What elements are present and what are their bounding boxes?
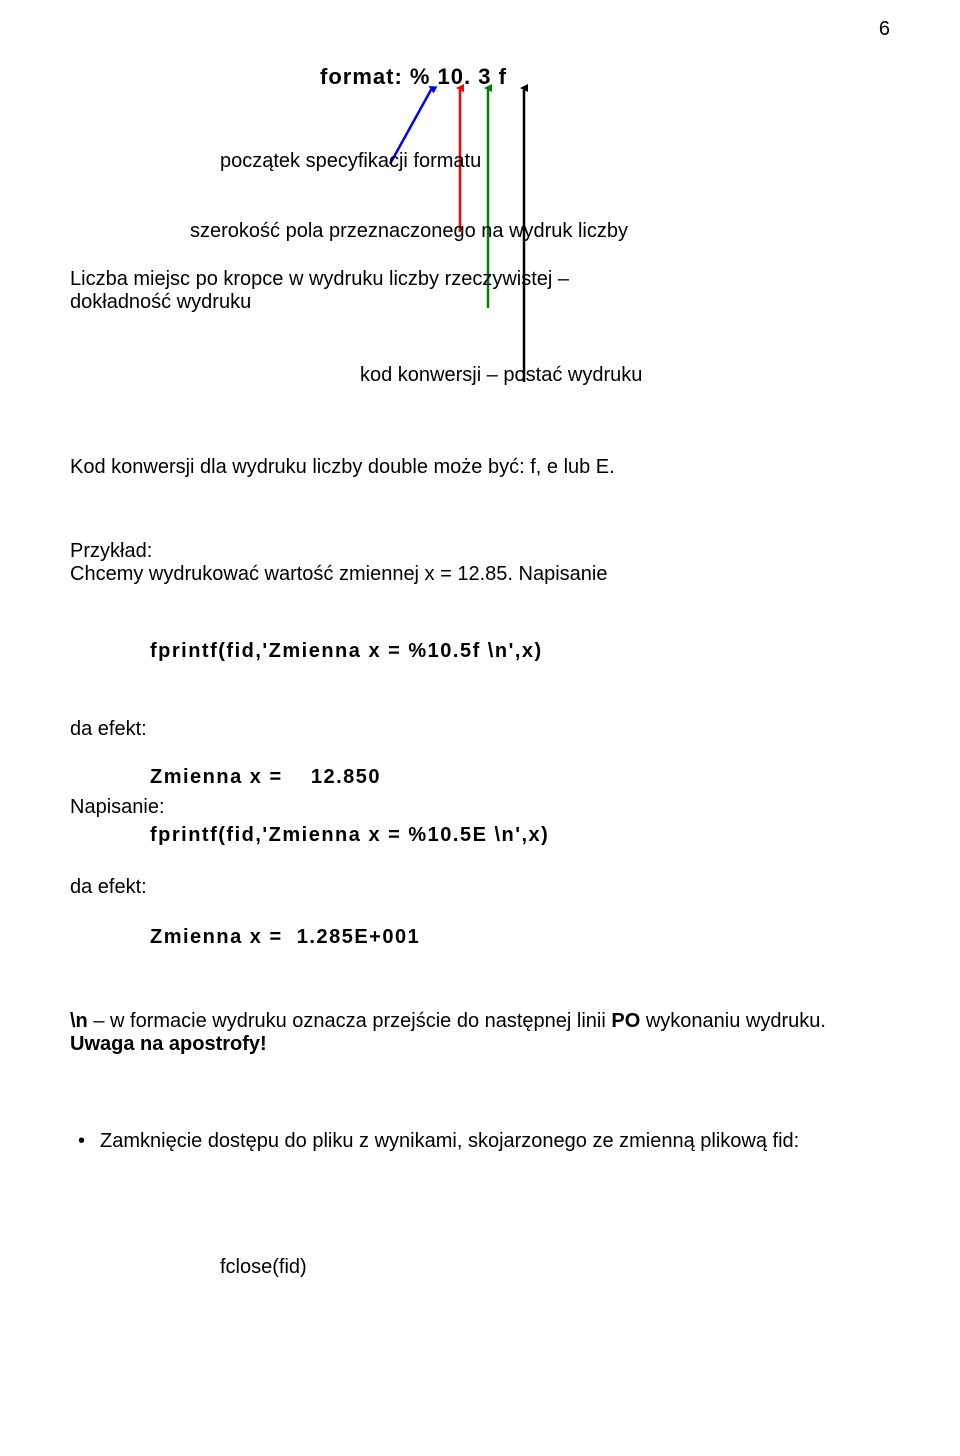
napisanie-label: Napisanie:: [70, 796, 165, 819]
bullet-item: Zamknięcie dostępu do pliku z wynikami, …: [100, 1130, 890, 1153]
page-number: 6: [879, 18, 890, 41]
format-line: format: % 10. 3 f: [320, 64, 507, 90]
example-heading: Przykład:: [70, 540, 607, 563]
example-text: Chcemy wydrukować wartość zmiennej x = 1…: [70, 563, 607, 586]
kod-konwersji-desc: Kod konwersji dla wydruku liczby double …: [70, 456, 615, 479]
da-efekt-2: da efekt:: [70, 876, 147, 899]
note-text-1: – w formacie wydruku oznacza przejście d…: [88, 1010, 612, 1032]
width-label: szerokość pola przeznaczonego na wydruk …: [190, 220, 628, 243]
output-line-2: Zmienna x = 1.285E+001: [150, 926, 420, 949]
note-bold-n: \n: [70, 1010, 88, 1032]
da-efekt-1: da efekt:: [70, 718, 147, 741]
note-bold-po: PO: [611, 1010, 640, 1032]
decimal-line2: dokładność wydruku: [70, 291, 569, 314]
decimal-line1: Liczba miejsc po kropce w wydruku liczby…: [70, 268, 569, 291]
example-block: Przykład: Chcemy wydrukować wartość zmie…: [70, 540, 607, 586]
note-block: \n – w formacie wydruku oznacza przejści…: [70, 1010, 890, 1056]
page: 6 format: % 10. 3 f początek specyfikacj…: [0, 0, 960, 1456]
decimal-label: Liczba miejsc po kropce w wydruku liczby…: [70, 268, 569, 314]
note-text-2: wykonaniu wydruku.: [640, 1010, 826, 1032]
note-bold-warning: Uwaga na apostrofy!: [70, 1033, 267, 1055]
fclose-code: fclose(fid): [220, 1256, 307, 1279]
output-line-1: Zmienna x = 12.850: [150, 766, 381, 789]
code-line-1: fprintf(fid,'Zmienna x = %10.5f \n',x): [150, 640, 543, 663]
code-line-2: fprintf(fid,'Zmienna x = %10.5E \n',x): [150, 824, 549, 847]
kod-konwersji-label: kod konwersji – postać wydruku: [360, 364, 642, 387]
spec-begin-label: początek specyfikacji formatu: [220, 150, 481, 173]
